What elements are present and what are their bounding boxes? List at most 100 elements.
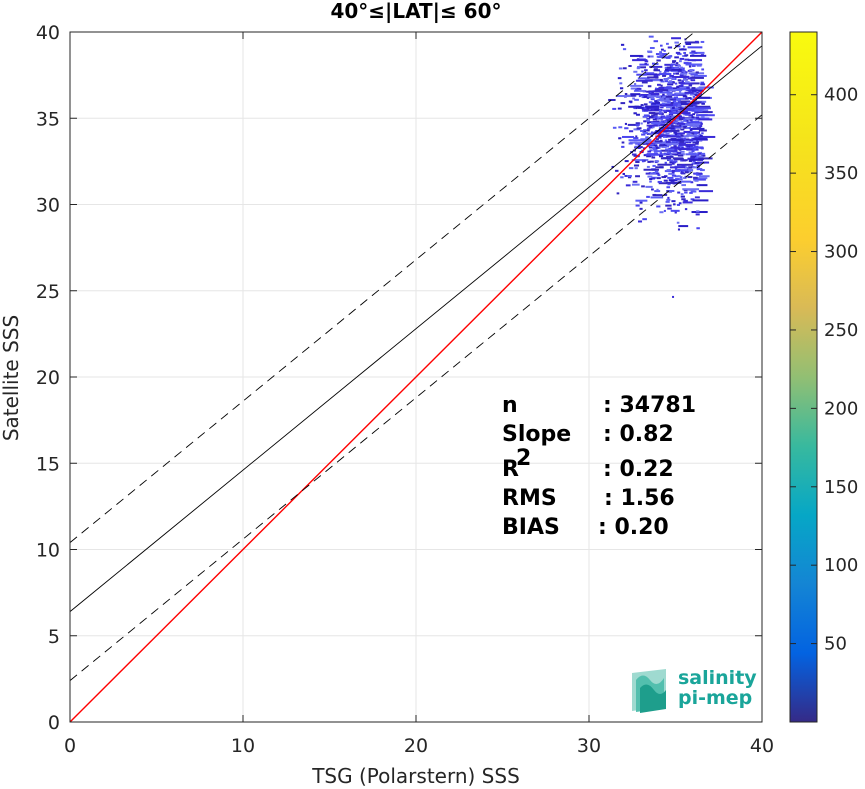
density-cell [646, 144, 655, 147]
density-cell [658, 112, 663, 115]
x-axis-label: TSG (Polarstern) SSS [311, 764, 520, 788]
density-cell [681, 184, 686, 187]
density-cell [659, 166, 664, 169]
density-cell [677, 99, 681, 102]
density-cell [680, 170, 684, 173]
density-cell [644, 60, 649, 63]
density-cell [683, 62, 692, 65]
density-cell [692, 95, 696, 98]
wave-icon [632, 669, 666, 713]
density-cell [655, 130, 668, 133]
density-cell [635, 122, 640, 125]
density-cell [660, 149, 675, 152]
density-cell [662, 135, 668, 138]
density-cell [656, 177, 661, 180]
density-cell [635, 79, 653, 82]
density-cell [637, 77, 648, 80]
density-cell [683, 110, 688, 113]
density-cell [664, 80, 669, 83]
density-cell [673, 72, 676, 75]
density-cell [669, 161, 673, 164]
density-cell [661, 96, 666, 99]
logo-line2: pi-mep [678, 687, 752, 709]
density-cell [650, 131, 654, 134]
density-cell [687, 59, 703, 62]
density-cell [674, 82, 678, 85]
density-cell [688, 127, 691, 130]
density-cell [668, 80, 673, 83]
density-cell [659, 144, 664, 147]
density-cell [675, 133, 678, 136]
density-cell [689, 145, 693, 148]
density-cell [616, 192, 620, 195]
density-cell [688, 158, 704, 161]
density-cell [660, 106, 664, 109]
density-cell [690, 54, 707, 57]
density-cell [699, 184, 708, 187]
density-cell [635, 88, 639, 91]
density-cell [694, 124, 700, 127]
density-cell [695, 105, 711, 108]
density-cell [639, 63, 649, 66]
density-cell [630, 93, 641, 96]
density-cell [670, 146, 680, 149]
density-cell [701, 102, 705, 105]
density-cell [648, 90, 663, 93]
density-cell [659, 91, 673, 94]
density-cell [676, 203, 680, 206]
density-cell [643, 114, 650, 117]
density-cell [695, 177, 708, 180]
density-cell [633, 89, 646, 92]
density-cell [632, 180, 638, 183]
density-cell [679, 154, 683, 157]
density-cell [625, 184, 631, 187]
density-cell [663, 49, 666, 52]
stat-label: RMS [502, 486, 557, 511]
density-cell [644, 69, 648, 72]
density-cell [653, 68, 658, 71]
density-cell [659, 155, 664, 158]
density-cell [681, 146, 684, 149]
density-cell [680, 121, 684, 124]
density-cell [680, 128, 685, 131]
density-cell [672, 106, 675, 109]
density-cell [639, 207, 643, 210]
density-cell [653, 144, 658, 147]
density-cell [679, 57, 685, 60]
stat-label: n [502, 393, 518, 418]
y-axis-ticks: 0 5 10 15 20 25 30 35 40 [36, 22, 762, 734]
density-cell [692, 113, 696, 116]
density-cell [684, 208, 688, 211]
density-cell [683, 137, 686, 140]
density-cell [652, 164, 656, 167]
density-cell [671, 200, 676, 203]
density-cell [658, 182, 668, 185]
density-cell [682, 106, 686, 109]
density-cell [615, 169, 619, 172]
density-cell [673, 158, 684, 161]
density-cell [646, 90, 650, 93]
density-cell [659, 51, 663, 54]
density-cell [660, 134, 668, 137]
density-cell [648, 146, 653, 149]
density-cell [700, 169, 705, 172]
density-cell [648, 101, 653, 104]
density-cell [667, 76, 672, 79]
density-cell [697, 87, 705, 90]
density-cell [646, 117, 651, 120]
density-cell [688, 84, 693, 87]
density-cell [696, 210, 700, 213]
density-cell [627, 123, 638, 126]
density-cell [690, 79, 696, 82]
density-cell [653, 194, 663, 197]
density-cell [634, 83, 637, 86]
density-cell [662, 122, 665, 125]
density-cell [696, 227, 700, 230]
density-cell [696, 168, 703, 171]
density-cell [672, 99, 677, 102]
density-cell [692, 138, 708, 141]
density-cell [638, 95, 641, 98]
density-cell [662, 144, 667, 147]
density-cell [654, 190, 661, 193]
density-cell [679, 75, 690, 78]
